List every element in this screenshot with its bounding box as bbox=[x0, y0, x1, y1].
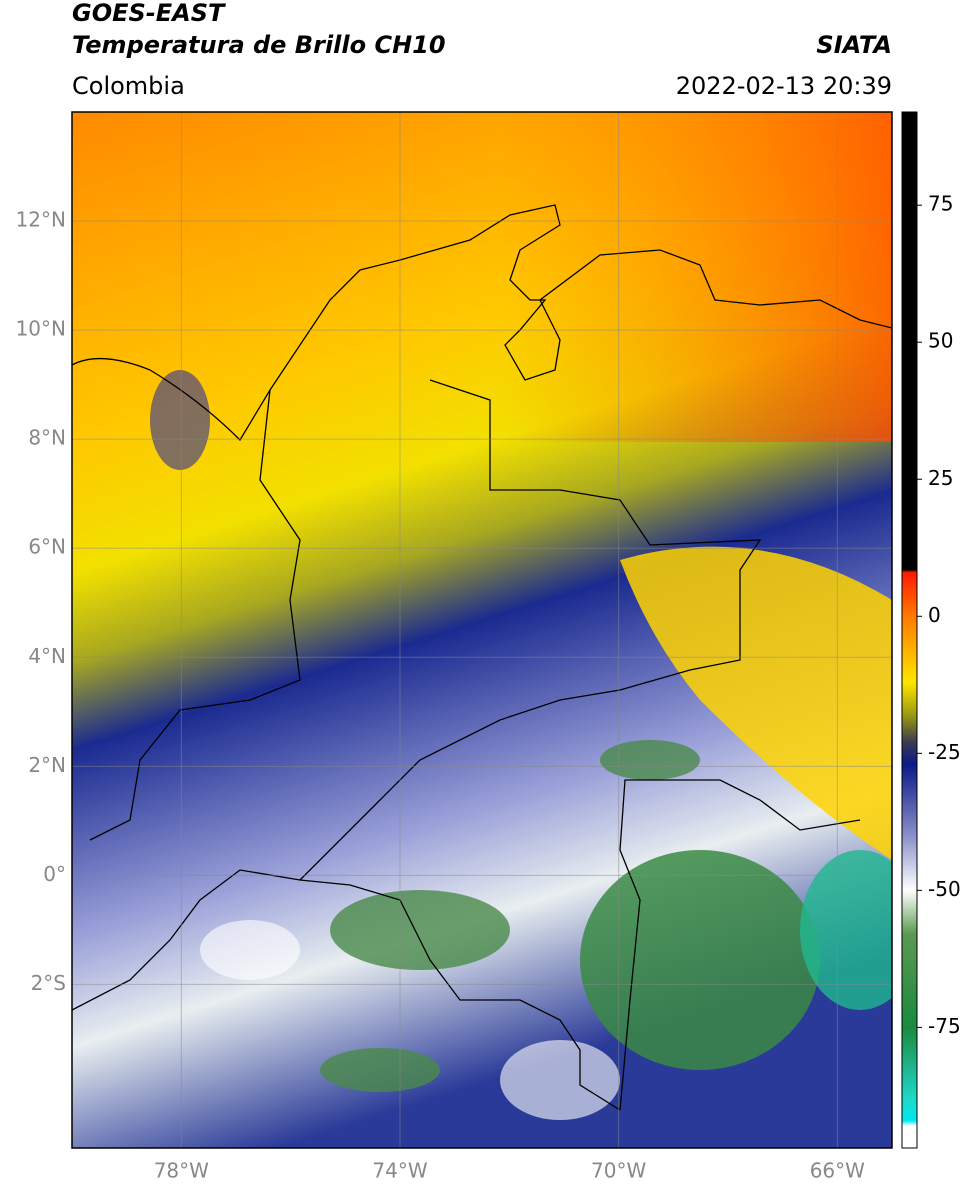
map-frame bbox=[71, 111, 893, 1149]
x-tick-label: 70°W bbox=[591, 1159, 646, 1183]
source: SIATA bbox=[816, 31, 892, 59]
x-tick-label: 78°W bbox=[154, 1159, 209, 1183]
y-tick-label: 10°N bbox=[16, 317, 66, 341]
region: Colombia bbox=[72, 72, 185, 100]
subtitle: Temperatura de Brillo CH10 bbox=[72, 31, 446, 59]
colorbar bbox=[901, 111, 918, 1149]
y-tick-label: 0° bbox=[43, 862, 66, 886]
y-tick-label: 2°N bbox=[28, 753, 66, 777]
title: GOES-EAST bbox=[72, 0, 226, 27]
timestamp: 2022-02-13 20:39 bbox=[676, 72, 892, 100]
colorbar-tick-label: 25 bbox=[928, 466, 953, 490]
colorbar-tick-label: -50 bbox=[928, 877, 961, 901]
x-tick-label: 66°W bbox=[810, 1159, 865, 1183]
y-tick-label: 4°N bbox=[28, 644, 66, 668]
colorbar-tick-label: -75 bbox=[928, 1014, 961, 1038]
y-tick-label: 2°S bbox=[31, 971, 66, 995]
colorbar-tick-label: 0 bbox=[928, 603, 941, 627]
colorbar-tick-label: 75 bbox=[928, 192, 953, 216]
colorbar-tick-label: 50 bbox=[928, 329, 953, 353]
y-tick-label: 8°N bbox=[28, 426, 66, 450]
y-tick-label: 6°N bbox=[28, 535, 66, 559]
satellite-image bbox=[72, 112, 892, 1148]
x-tick-label: 74°W bbox=[372, 1159, 427, 1183]
y-tick-label: 12°N bbox=[16, 208, 66, 232]
colorbar-tick-label: -25 bbox=[928, 740, 961, 764]
